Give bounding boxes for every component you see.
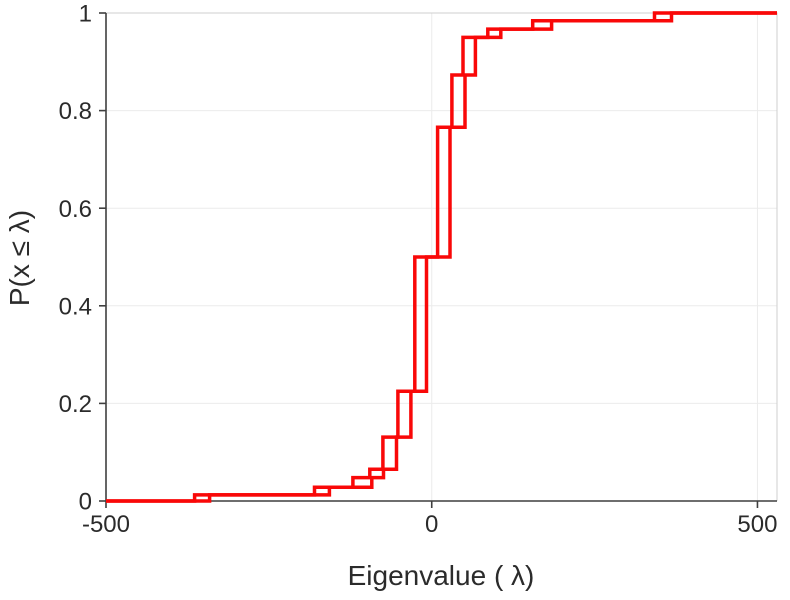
x-tick-label: 0 <box>425 511 438 538</box>
y-tick-label: 0 <box>79 489 92 516</box>
y-tick-label: 0.6 <box>59 196 92 223</box>
y-tick-label: 0.2 <box>59 391 92 418</box>
ecdf-curve-2 <box>106 11 777 503</box>
y-tick-label: 0.4 <box>59 293 92 320</box>
y-tick-label: 0.8 <box>59 98 92 125</box>
x-axis-label: Eigenvalue ( λ) <box>347 560 535 591</box>
x-tick-label: 500 <box>737 511 777 538</box>
y-tick-label: 1 <box>79 1 92 28</box>
x-tick-label: -500 <box>82 511 130 538</box>
y-axis-label: P(x ≤ λ) <box>4 209 35 307</box>
